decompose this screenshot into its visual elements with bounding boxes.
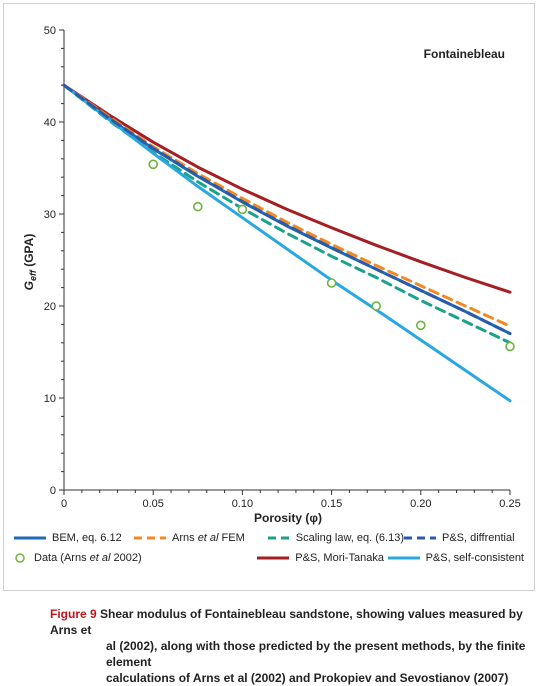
x-tick-label: 0: [61, 498, 67, 510]
data-point: [148, 159, 158, 170]
data-point: [326, 278, 337, 288]
caption-line-1: Shear modulus of Fontainebleau sandstone…: [50, 607, 523, 637]
legend-row-1: BEM, eq. 6.12 Arns et al FEM Scaling law…: [14, 528, 524, 548]
figure-caption: Figure 9 Shear modulus of Fontainebleau …: [50, 606, 530, 686]
legend-label-arns-pre: Arns: [172, 532, 198, 544]
y-tick-label: 20: [44, 301, 56, 313]
legend-key-ps-mt: [257, 556, 290, 560]
legend-key-data: [15, 553, 25, 563]
legend-label-bem: BEM, eq. 6.12: [52, 532, 122, 544]
legend-item-ps-mt: P&S, Mori-Tanaka: [257, 552, 387, 564]
series-line-p-s-mori-tanaka: [62, 83, 512, 294]
legend-label-arns-post: FEM: [218, 532, 245, 544]
y-tick-label: 10: [44, 393, 56, 405]
legend-item-scaling: Scaling law, eq. (6.13): [268, 532, 404, 544]
chart-legend: BEM, eq. 6.12 Arns et al FEM Scaling law…: [14, 528, 524, 568]
chart-axes: 0 0.05 0.10 0.15 0.20 0.25 0 10 20 30 40 50: [44, 25, 521, 510]
series-line-p-s-diffrential: [62, 83, 512, 336]
data-point: [505, 341, 515, 352]
figure-frame: [3, 3, 535, 591]
legend-label-data-italic: et al: [89, 552, 111, 564]
legend-label-data-pre: Data (Arns: [34, 552, 90, 564]
series-line-p-s-self-consistent: [62, 83, 512, 403]
x-tick-label: 0.05: [142, 498, 163, 510]
series-line-arns-et-al-fem: [62, 83, 512, 328]
data-point: [237, 204, 248, 215]
legend-label-data-post: 2002): [110, 552, 142, 564]
x-tick-label: 0.20: [410, 498, 431, 510]
series-line-scaling-law-eq-6-13: [62, 83, 512, 345]
y-tick-label: 0: [50, 485, 56, 497]
legend-row-2: Data (Arns et al 2002) P&S, Mori-Tanaka …: [14, 548, 524, 568]
legend-item-ps-diff: P&S, diffrential: [404, 532, 515, 544]
legend-item-arns: Arns et al FEM: [134, 532, 268, 544]
legend-key-scaling: [268, 536, 290, 540]
caption-line-3: calculations of Arns et al (2002) and Pr…: [106, 671, 509, 685]
data-point: [415, 320, 426, 331]
legend-label-arns-italic: et al: [197, 532, 219, 544]
y-tick-label: 30: [44, 209, 56, 221]
x-tick-label: 0.15: [321, 498, 342, 510]
y-axis-label-sub: eff: [28, 269, 38, 281]
data-point: [193, 201, 203, 212]
legend-label-scaling: Scaling law, eq. (6.13): [295, 532, 404, 544]
chart-plot: 0 0.05 0.10 0.15 0.20 0.25 0 10 20 30 40 50 Fontain…: [22, 25, 521, 525]
y-axis-label-unit: (GPA): [22, 234, 36, 270]
figure-number: Figure 9: [50, 607, 97, 621]
legend-item-data: Data (Arns et al 2002): [14, 552, 257, 564]
legend-item-ps-sc: P&S, self-consistent: [387, 552, 524, 564]
legend-key-ps-sc: [387, 556, 420, 560]
chart-annotation: Fontainebleau: [424, 47, 505, 61]
y-axis-label: Geff (GPA): [22, 234, 38, 291]
data-points-group: [148, 159, 515, 352]
x-tick-label: 0.25: [499, 498, 520, 510]
legend-label-ps-diff: P&S, diffrential: [442, 532, 515, 544]
caption-line-2: al (2002), along with those predicted by…: [106, 639, 526, 669]
y-tick-label: 50: [44, 25, 56, 37]
legend-label-ps-sc: P&S, self-consistent: [425, 552, 524, 564]
series-group: [62, 83, 512, 403]
legend-key-bem: [14, 536, 46, 540]
legend-label-ps-mt: P&S, Mori-Tanaka: [295, 552, 384, 564]
x-axis-label: Porosity (φ): [254, 511, 322, 525]
x-tick-label: 0.10: [232, 498, 253, 510]
legend-item-bem: BEM, eq. 6.12: [14, 532, 134, 544]
data-point: [371, 301, 382, 311]
y-tick-label: 40: [44, 117, 56, 129]
legend-key-ps-diff: [404, 536, 436, 540]
legend-label-arns: Arns et al FEM: [172, 532, 245, 544]
legend-label-data: Data (Arns et al 2002): [34, 552, 142, 564]
y-axis-label-main: G: [22, 281, 36, 290]
legend-key-arns: [134, 536, 166, 540]
